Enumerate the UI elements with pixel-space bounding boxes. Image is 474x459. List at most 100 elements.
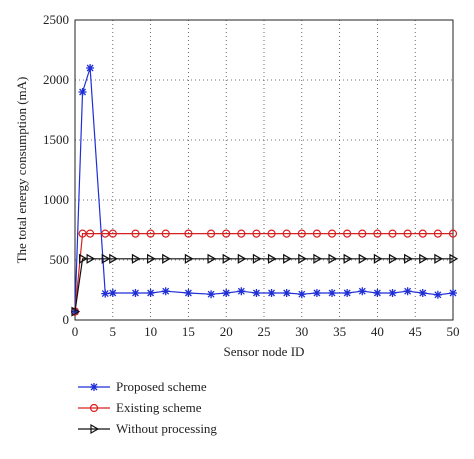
marker	[327, 229, 337, 238]
marker	[252, 229, 261, 238]
marker	[131, 229, 140, 238]
legend-label: Proposed scheme	[116, 379, 207, 394]
marker	[343, 253, 353, 264]
y-tick-label: 2000	[43, 72, 69, 87]
marker	[433, 290, 442, 299]
marker	[449, 289, 457, 297]
marker	[222, 289, 231, 297]
y-axis-label: The total energy consumption (mA)	[14, 77, 29, 264]
x-tick-label: 45	[409, 324, 422, 339]
marker	[101, 289, 110, 298]
marker	[131, 253, 141, 264]
marker	[343, 289, 352, 297]
x-axis-label: Sensor node ID	[224, 344, 305, 359]
marker	[373, 289, 382, 297]
legend-label: Without processing	[116, 421, 217, 436]
marker	[252, 253, 262, 264]
marker	[267, 289, 276, 297]
x-tick-label: 50	[447, 324, 460, 339]
marker	[358, 287, 367, 296]
marker	[237, 287, 246, 296]
marker	[403, 287, 412, 296]
marker	[343, 229, 352, 238]
marker	[449, 253, 459, 264]
marker	[297, 290, 306, 299]
series-line	[74, 258, 453, 312]
y-tick-label: 1500	[43, 132, 69, 147]
marker	[147, 253, 156, 264]
marker	[419, 253, 428, 264]
x-tick-label: 40	[371, 324, 384, 339]
legend-marker	[90, 423, 100, 435]
x-tick-label: 20	[220, 324, 233, 339]
x-tick-label: 25	[258, 324, 271, 339]
marker	[131, 289, 140, 297]
y-tick-label: 1000	[43, 192, 69, 207]
marker	[237, 229, 246, 238]
marker	[71, 306, 81, 317]
marker	[297, 229, 306, 238]
y-tick-label: 500	[50, 252, 70, 267]
marker	[403, 229, 412, 238]
marker	[86, 229, 95, 238]
marker	[358, 253, 368, 264]
x-tick-label: 15	[182, 324, 195, 339]
marker	[222, 229, 231, 238]
marker	[108, 229, 117, 238]
x-tick-label: 30	[295, 324, 308, 339]
marker	[434, 253, 444, 264]
marker	[207, 253, 217, 264]
marker	[86, 64, 95, 72]
marker	[161, 287, 170, 296]
marker	[108, 289, 117, 297]
marker	[298, 253, 308, 264]
marker	[78, 88, 87, 96]
marker	[328, 253, 338, 264]
legend-label: Existing scheme	[116, 400, 202, 415]
x-tick-label: 35	[333, 324, 346, 339]
marker	[328, 289, 337, 297]
marker	[312, 289, 321, 297]
marker	[418, 289, 427, 297]
marker	[388, 289, 397, 297]
marker	[237, 253, 247, 264]
marker	[373, 229, 382, 238]
marker	[283, 253, 292, 264]
legend-marker	[90, 383, 98, 391]
marker	[267, 229, 276, 238]
marker	[282, 229, 291, 238]
marker	[146, 289, 155, 297]
marker	[161, 229, 170, 238]
marker	[222, 253, 232, 264]
marker	[184, 229, 193, 238]
marker	[78, 253, 88, 264]
marker	[252, 289, 261, 297]
marker	[146, 229, 155, 238]
marker	[206, 229, 216, 238]
legend-marker	[89, 403, 99, 413]
x-tick-label: 10	[144, 324, 157, 339]
y-tick-label: 0	[63, 312, 70, 327]
x-tick-label: 0	[72, 324, 79, 339]
marker	[184, 289, 193, 297]
marker	[86, 253, 96, 264]
marker	[312, 229, 322, 238]
marker	[448, 229, 458, 238]
marker	[207, 290, 216, 299]
marker	[313, 253, 323, 264]
x-tick-label: 5	[110, 324, 117, 339]
marker	[184, 253, 194, 264]
marker	[388, 253, 398, 264]
marker	[267, 253, 277, 264]
marker	[101, 253, 111, 264]
marker	[109, 253, 119, 264]
marker	[162, 253, 171, 264]
marker	[433, 229, 442, 238]
marker	[282, 289, 291, 297]
plot-frame	[74, 19, 454, 321]
marker	[404, 253, 413, 264]
marker	[358, 229, 367, 238]
marker	[373, 253, 383, 264]
y-tick-label: 2500	[43, 12, 69, 27]
